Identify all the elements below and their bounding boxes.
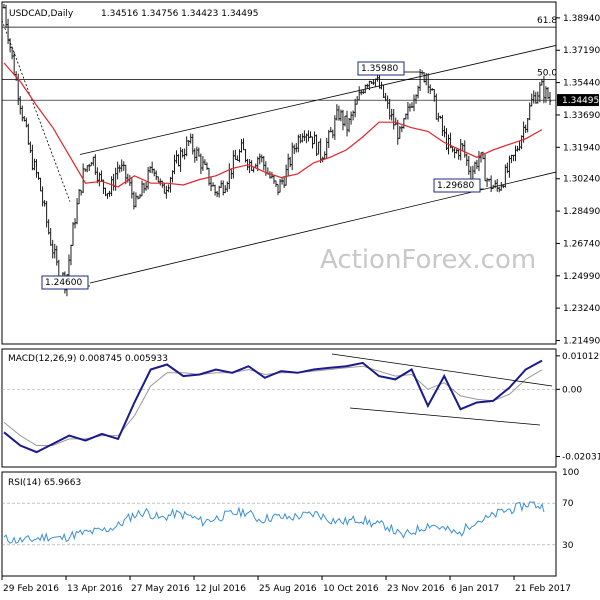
- macd-tick-label: 0.010129: [562, 352, 600, 362]
- moving-average-line: [3, 62, 543, 188]
- rsi-tick-label: 100: [562, 468, 579, 478]
- macd-label: MACD(12,26,9) 0.008745 0.005933: [8, 354, 168, 364]
- macd-panel-frame: [1, 348, 557, 468]
- annotation-label: 1.35980: [361, 64, 398, 74]
- price-tick-label: 1.31940: [563, 143, 600, 153]
- annotation-box: [433, 178, 481, 193]
- x-tick-label: 27 May 2016: [131, 584, 190, 594]
- macd-line: [3, 359, 543, 454]
- rsi-tick-label: 70: [562, 499, 574, 509]
- x-tick-label: 23 Nov 2016: [387, 584, 445, 594]
- x-tick-label: 29 Feb 2016: [3, 584, 59, 594]
- rsi-panel-frame: [1, 471, 557, 577]
- ohlc-header: 1.34516 1.34756 1.34423 1.34495: [101, 9, 258, 19]
- x-tick-label: 21 Feb 2017: [515, 584, 571, 594]
- price-tick-label: 1.23240: [563, 304, 600, 314]
- fib-level-label: 61.8: [537, 16, 557, 26]
- macd-tick-label: 0.00: [562, 385, 582, 395]
- price-tick-label: 1.35440: [563, 79, 600, 89]
- price-tick-label: 1.33690: [563, 111, 600, 121]
- x-tick-label: 12 Jul 2016: [195, 584, 246, 594]
- rsi-label: RSI(14) 65.9663: [8, 478, 81, 488]
- dotted-trendline: [1, 20, 71, 202]
- current-price-tag: [557, 94, 599, 107]
- price-tick-label: 1.21490: [563, 336, 600, 346]
- price-tick-label: 1.38940: [563, 14, 600, 24]
- price-tick-label: 1.24990: [563, 272, 600, 282]
- rsi-tick-label: 30: [562, 541, 574, 551]
- x-tick-label: 25 Aug 2016: [259, 584, 317, 594]
- price-tick-label: 1.30240: [563, 175, 600, 185]
- rsi-line: [3, 501, 545, 544]
- x-tick-label: 6 Jan 2017: [451, 584, 499, 594]
- macd-signal-line: [3, 365, 543, 446]
- macd-tick-label: -0.020316: [562, 452, 600, 462]
- price-tick-label: 1.37190: [563, 46, 600, 56]
- price-tick-label: 1.26740: [563, 239, 600, 249]
- annotation-label: 1.29680: [437, 181, 474, 191]
- x-tick-label: 13 Apr 2016: [67, 584, 123, 594]
- annotation-box: [41, 275, 89, 290]
- symbol-header: USDCAD,Daily: [9, 9, 74, 19]
- watermark: ActionForex.com: [320, 245, 536, 275]
- annotation-label: 1.24600: [45, 278, 82, 288]
- fib-level-label: 50.0: [537, 69, 557, 79]
- macd-lower-trendline: [349, 407, 541, 426]
- price-panel-frame: [1, 1, 557, 345]
- price-tick-label: 1.28490: [563, 207, 600, 217]
- current-price-label: 1.34495: [562, 96, 599, 106]
- x-tick-label: 10 Oct 2016: [323, 584, 379, 594]
- annotation-box: [357, 61, 405, 76]
- channel-upper-line: [79, 45, 557, 155]
- macd-upper-trendline: [331, 353, 553, 387]
